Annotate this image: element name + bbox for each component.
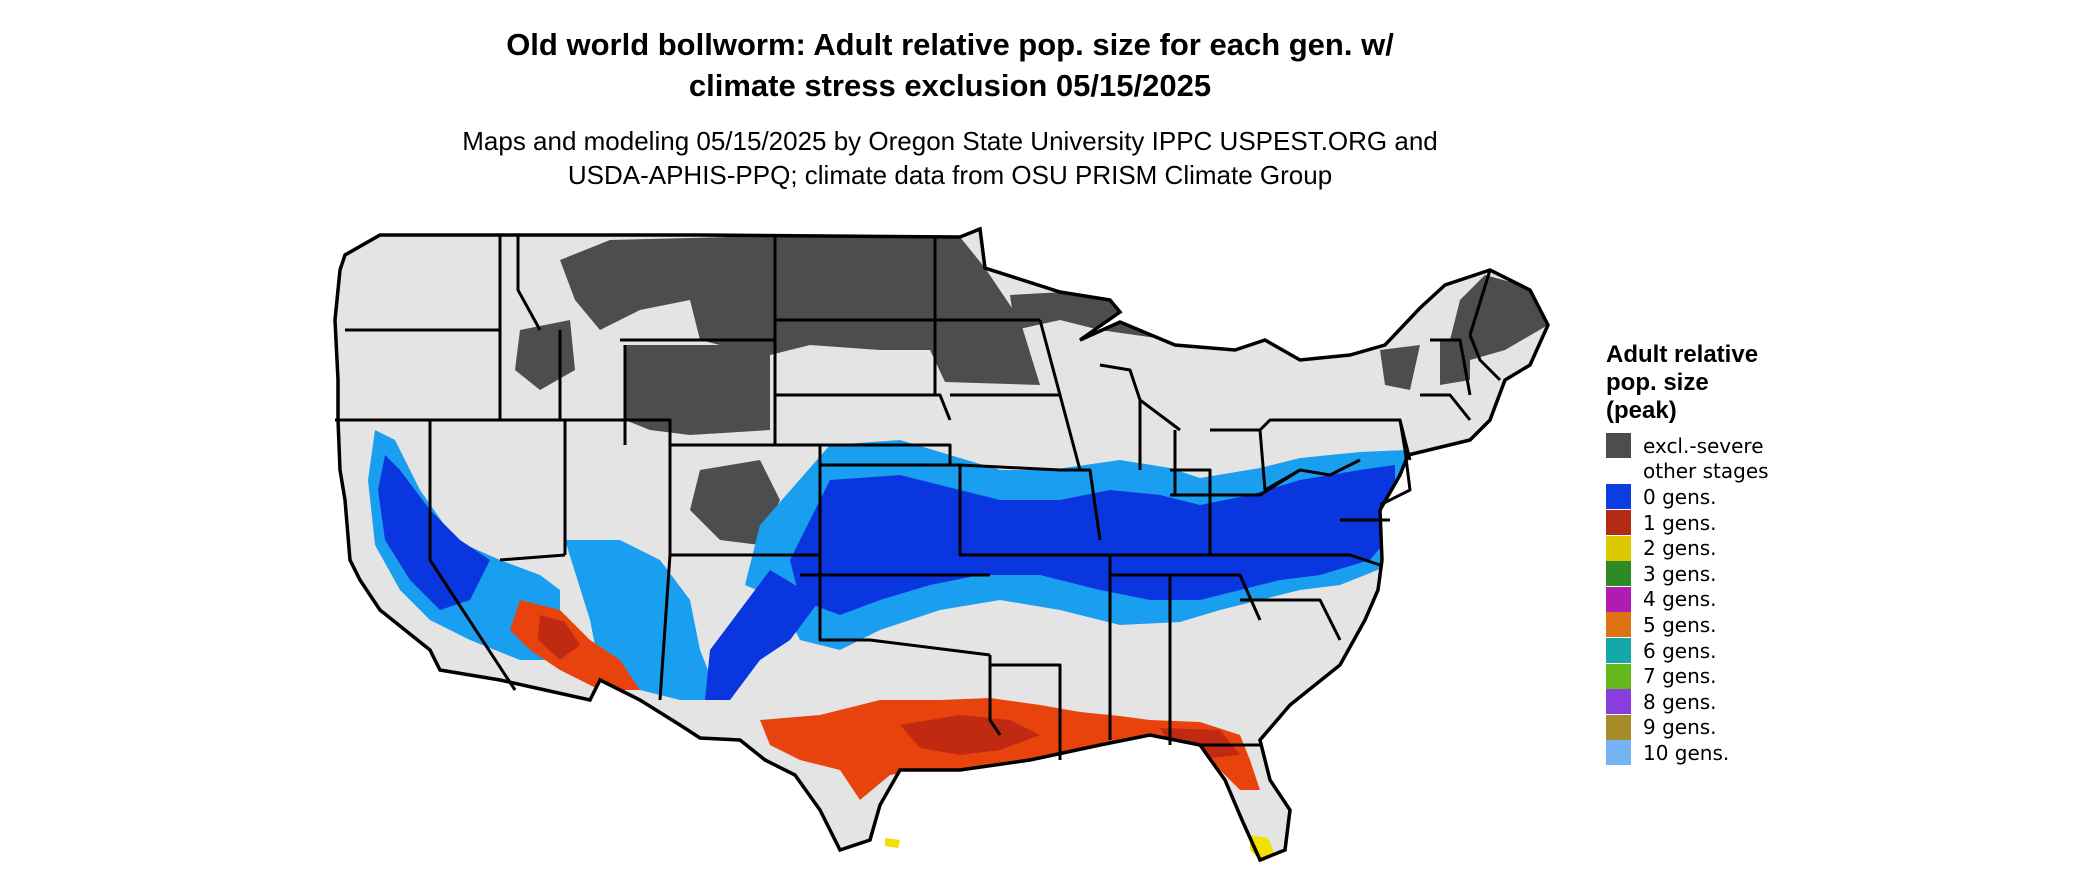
legend-item: 1 gens. [1606, 510, 1866, 536]
legend-swatch [1606, 561, 1631, 587]
legend-title-line: pop. size [1606, 369, 1709, 396]
legend-swatch [1606, 535, 1631, 561]
legend-label: 10 gens. [1643, 740, 1730, 765]
legend-item: 2 gens. [1606, 535, 1866, 561]
legend-item: 5 gens. [1606, 612, 1866, 638]
legend-swatch [1606, 510, 1631, 536]
legend-title: Adult relative pop. size (peak) [1606, 341, 1866, 425]
legend-swatch [1606, 740, 1631, 766]
legend-label: 1 gens. [1643, 510, 1717, 535]
legend-label: 9 gens. [1643, 715, 1717, 740]
legend-swatch [1606, 612, 1631, 638]
legend-label: 2 gens. [1643, 536, 1717, 561]
legend-swatch [1606, 714, 1631, 740]
legend-label: excl.-severe [1643, 433, 1764, 458]
legend-label: 0 gens. [1643, 484, 1717, 509]
gen1-dark-regions [538, 615, 1240, 758]
legend-title-line: Adult relative [1606, 341, 1759, 368]
legend-label: 4 gens. [1643, 587, 1717, 612]
legend-item: 8 gens. [1606, 689, 1866, 715]
legend-label: 8 gens. [1643, 689, 1717, 714]
subtitle-line-2: USDA-APHIS-PPQ; climate data from OSU PR… [567, 160, 1333, 190]
legend-swatch [1606, 433, 1631, 459]
legend-swatch [1606, 458, 1631, 484]
subtitle-line-1: Maps and modeling 05/15/2025 by Oregon S… [462, 126, 1438, 156]
legend-items: excl.-severe other stages 0 gens. 1 gens. 2 … [1606, 433, 1866, 766]
map-title: Old world bollworm: Adult relative pop. … [0, 24, 1900, 106]
legend-label: 7 gens. [1643, 664, 1717, 689]
legend-label: 5 gens. [1643, 612, 1717, 637]
state-borders [335, 236, 1502, 760]
legend-item: 10 gens. [1606, 740, 1866, 766]
legend-item: 6 gens. [1606, 638, 1866, 664]
legend-item: 9 gens. [1606, 714, 1866, 741]
legend-item: excl.-severe [1606, 433, 1866, 459]
legend-item: 4 gens. [1606, 586, 1866, 613]
legend-label: 6 gens. [1643, 638, 1717, 663]
excluded-regions [515, 236, 1548, 545]
legend-swatch [1606, 663, 1631, 689]
legend-label: 3 gens. [1643, 561, 1717, 586]
legend-swatch [1606, 586, 1631, 612]
legend-item: 3 gens. [1606, 561, 1866, 587]
map-subtitle: Maps and modeling 05/15/2025 by Oregon S… [0, 124, 1900, 192]
legend-swatch [1606, 484, 1631, 510]
legend: Adult relative pop. size (peak) excl.-se… [1606, 341, 1866, 766]
legend-swatch [1606, 689, 1631, 715]
legend-label: other stages [1643, 459, 1769, 484]
legend-item: 0 gens. [1606, 484, 1866, 510]
legend-item: 7 gens. [1606, 663, 1866, 689]
us-map [333, 226, 1550, 863]
us-outline [333, 226, 1550, 863]
gen2-regions [885, 835, 1275, 862]
legend-title-line: (peak) [1606, 397, 1677, 424]
title-line-1: Old world bollworm: Adult relative pop. … [506, 27, 1394, 62]
legend-item: other stages [1606, 458, 1866, 485]
gen0-dark-regions [378, 455, 1395, 700]
title-line-2: climate stress exclusion 05/15/2025 [688, 68, 1212, 103]
legend-swatch [1606, 638, 1631, 664]
